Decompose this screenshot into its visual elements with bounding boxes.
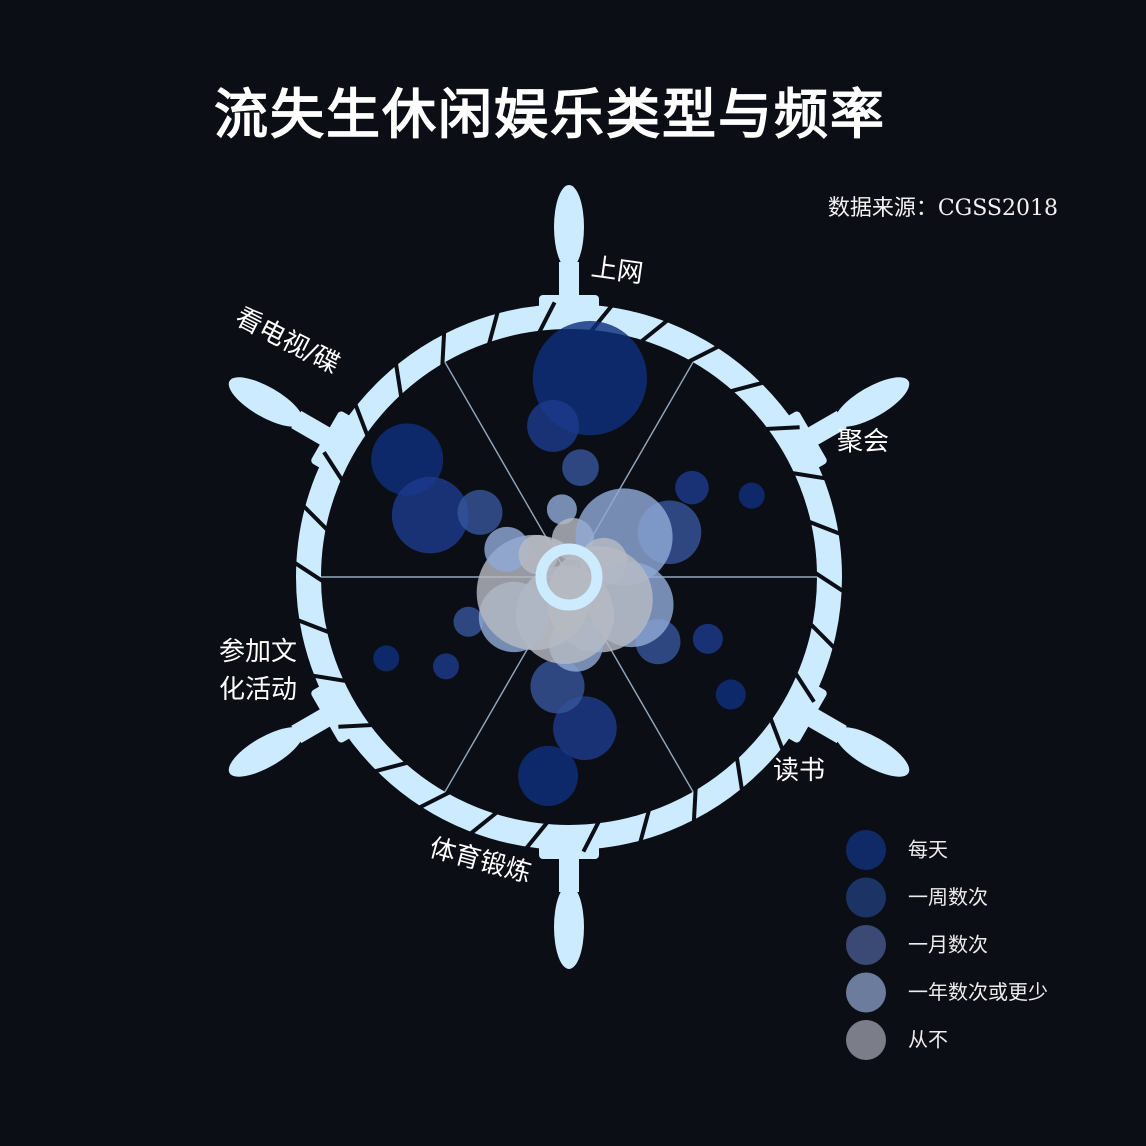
bubble-marks <box>371 320 765 806</box>
wheel-handle <box>539 832 599 969</box>
category-label: 上网 <box>589 253 645 290</box>
rim-gap <box>301 504 329 532</box>
bubble <box>527 399 580 452</box>
rim-gap <box>537 301 557 334</box>
category-label: 读书 <box>773 756 825 786</box>
rim-gap <box>311 673 347 683</box>
category-label: 聚会 <box>837 427 889 457</box>
category-label: 看电视/碟 <box>230 302 344 380</box>
legend-label: 一月数次 <box>908 933 988 957</box>
rim-gap <box>809 622 837 650</box>
rim-gap <box>524 820 550 850</box>
category-label-line2: 化活动 <box>219 675 297 705</box>
chart-title: 流失生休闲娱乐类型与频率 <box>214 82 886 146</box>
rim-gap <box>393 362 404 398</box>
rim-gap <box>691 787 698 823</box>
rim-gap <box>793 672 816 703</box>
bubble-group <box>371 423 559 575</box>
bubble <box>715 679 746 710</box>
bubble <box>553 696 617 760</box>
bubble <box>546 494 577 525</box>
bubble <box>738 482 765 509</box>
legend-label: 一周数次 <box>908 885 988 909</box>
legend-swatch <box>846 972 886 1013</box>
rim-gap <box>374 760 409 774</box>
legend-swatch <box>846 1020 886 1060</box>
rim-gap <box>486 310 500 345</box>
rim-gap <box>338 723 373 729</box>
rim-gap <box>768 717 785 751</box>
rim-gap <box>813 571 845 594</box>
bubble <box>457 489 503 535</box>
bubble <box>692 623 723 654</box>
hub-ring <box>535 543 603 611</box>
bubble <box>562 449 599 486</box>
wheel-rim <box>293 301 845 853</box>
bubble <box>453 606 484 637</box>
bubble <box>518 745 579 806</box>
data-source-note: 数据来源：CGSS2018 <box>827 196 1058 221</box>
bubble <box>433 653 460 680</box>
rim-gap <box>791 471 827 481</box>
rim-gap <box>807 519 842 536</box>
bubble <box>484 526 530 572</box>
rim-gap <box>353 403 370 437</box>
bubble-group <box>527 320 648 561</box>
rim-gap <box>729 380 764 394</box>
bubble <box>391 476 469 554</box>
rim-gap <box>734 756 745 792</box>
legend-swatch <box>846 877 886 918</box>
legend-swatch <box>846 925 886 965</box>
wheel-hub <box>535 543 603 611</box>
rim-gap <box>638 809 652 844</box>
legend-label: 每天 <box>908 838 948 862</box>
rim-ring <box>296 304 842 850</box>
legend-swatch <box>846 830 886 870</box>
rim-gap <box>687 344 720 364</box>
rim-gap <box>322 451 345 482</box>
legend-label: 一年数次或更少 <box>908 980 1048 1004</box>
rim-gap <box>581 820 601 853</box>
legend-label: 从不 <box>908 1028 948 1052</box>
rim-gap <box>418 790 451 810</box>
bubble <box>675 470 709 505</box>
rim-gap <box>296 618 331 635</box>
rim-gap <box>293 560 325 583</box>
rim-gap <box>440 331 447 367</box>
rim-gap <box>765 425 800 431</box>
rim-gap <box>469 810 499 836</box>
bubble <box>373 645 400 672</box>
bubble <box>530 659 585 714</box>
category-label: 参加文 <box>219 637 297 667</box>
rim-gap <box>639 318 669 344</box>
wheel-handle <box>539 185 599 322</box>
